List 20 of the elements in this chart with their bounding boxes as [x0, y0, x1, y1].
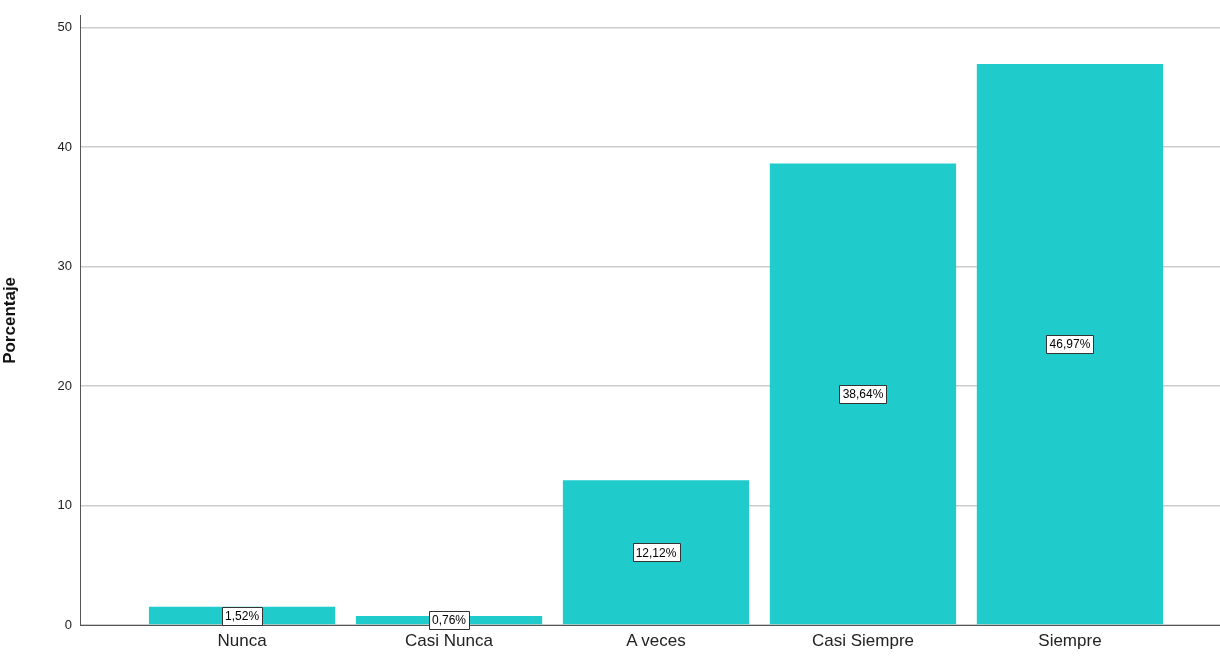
y-axis-title: Porcentaje	[0, 276, 19, 364]
data-label: 1,52%	[225, 608, 260, 623]
y-tick-label: 40	[57, 138, 72, 154]
x-tick-label: Nunca	[217, 630, 268, 650]
data-label: 0,76%	[432, 613, 467, 628]
y-tick-label: 10	[57, 497, 72, 513]
x-tick-label: A veces	[626, 630, 686, 650]
bar	[976, 63, 1164, 625]
data-label: 46,97%	[1049, 337, 1091, 352]
data-label: 12,12%	[635, 545, 677, 560]
bar	[562, 480, 750, 625]
data-label: 38,64%	[842, 387, 884, 402]
bar	[769, 163, 957, 625]
x-tick-label: Siempre	[1038, 630, 1102, 650]
y-tick-label: 50	[57, 19, 72, 35]
x-tick-label: Casi Nunca	[405, 630, 494, 650]
y-tick-label: 0	[64, 616, 72, 632]
y-tick-label: 20	[57, 377, 72, 393]
x-tick-label: Casi Siempre	[811, 630, 914, 650]
y-tick-label: 30	[57, 258, 72, 274]
